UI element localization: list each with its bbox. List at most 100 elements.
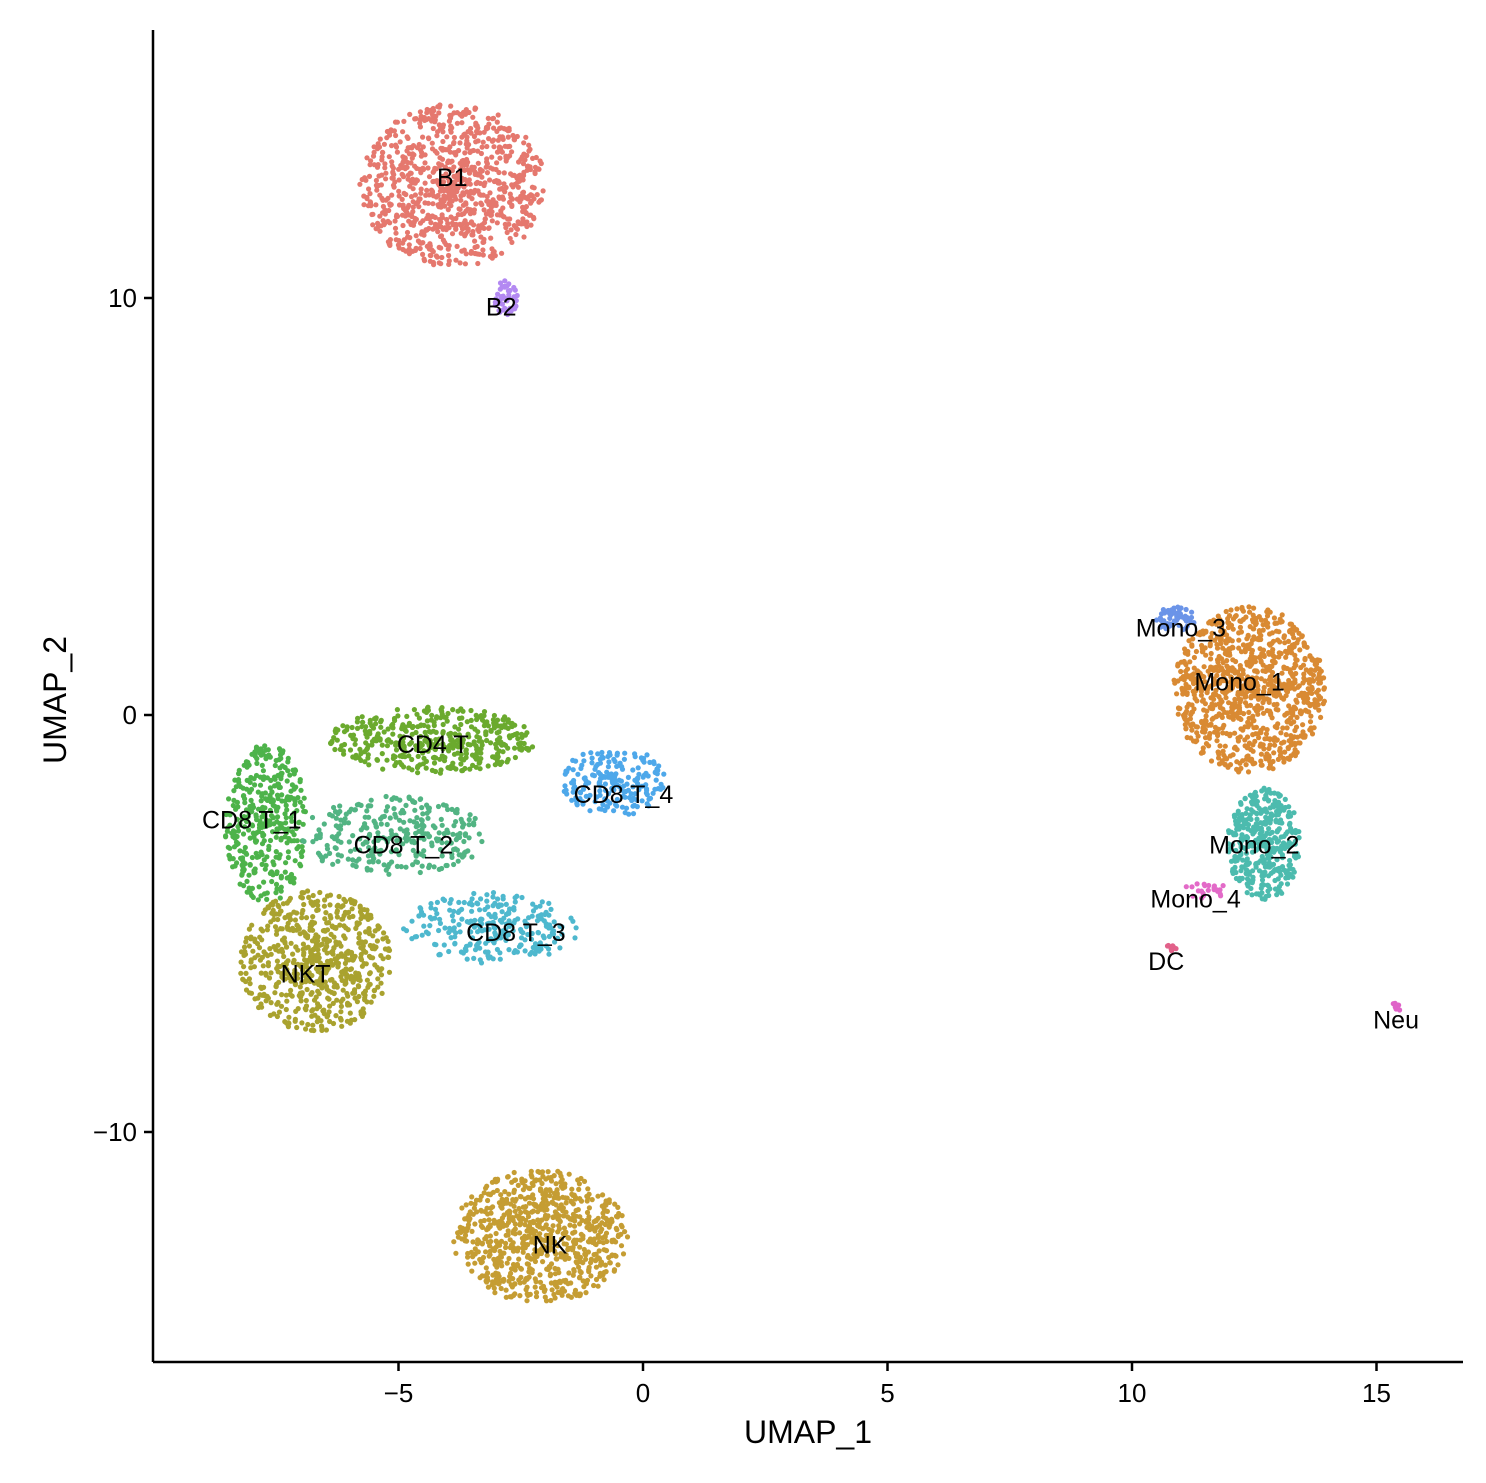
cell-point [381,729,387,735]
cell-point [226,852,232,859]
cell-point [630,811,637,817]
cell-point [485,937,491,944]
cell-point [368,912,374,919]
cell-point [384,738,390,744]
cell-point [379,157,385,163]
cell-point [438,816,444,823]
cell-point [407,235,413,241]
cell-point [527,146,533,152]
cell-point [351,988,357,994]
cell-point [491,1285,497,1291]
cell-point [299,1020,305,1026]
cell-point [236,779,242,786]
cell-point [572,1290,578,1296]
cell-point [470,114,476,120]
cell-point [623,805,630,811]
cell-point [381,141,387,147]
cell-point [387,815,393,821]
cell-point [438,180,444,186]
cell-point [434,150,440,156]
cell-point [289,818,295,824]
cell-point [1256,629,1262,636]
cell-point [411,152,417,158]
cell-point [366,762,372,768]
cell-point [336,831,342,837]
cell-point [258,985,265,992]
cell-point [257,934,263,940]
cell-point [409,731,415,737]
cell-point [1220,725,1226,731]
cell-point [499,909,505,915]
cell-point [1308,702,1314,708]
cell-point [374,183,380,189]
cell-point [1216,653,1222,660]
cell-point [406,720,412,726]
cell-point [1249,756,1255,762]
cell-point [393,747,400,753]
cell-point [494,1256,501,1262]
cell-point [238,959,244,965]
cell-point [510,1217,516,1224]
cell-point [343,925,349,931]
cell-point [439,840,445,846]
cell-point [301,901,307,908]
cell-point [373,716,379,722]
cell-point [569,797,575,803]
cell-point [423,765,429,771]
cell-point [650,790,656,796]
cell-point [243,970,249,977]
cell-point [622,1229,628,1235]
cell-point [410,862,416,868]
cell-point [285,912,291,918]
cell-point [440,122,446,128]
cell-point [512,1198,518,1204]
cell-point [354,725,361,732]
cell-point [462,1238,468,1244]
cell-point [273,834,279,840]
cell-point [300,946,306,952]
cell-point [277,895,283,901]
cell-point [619,766,626,772]
cell-point [475,929,481,935]
cell-point [408,160,414,166]
cell-point [484,156,490,162]
cell-point [522,937,528,943]
cell-point [589,755,595,761]
cell-point [359,912,365,918]
cell-point [556,1289,562,1296]
cell-point [450,831,456,837]
cell-point [599,1203,605,1209]
cell-point [560,1205,566,1211]
cell-point [283,944,290,950]
cell-point [443,803,449,809]
cell-point [500,196,506,202]
cell-point [599,1220,605,1226]
cell-point [457,206,463,212]
cell-point [613,802,619,808]
cell-point [445,830,451,836]
cell-point [241,952,247,959]
cell-point [548,906,554,913]
cell-point [429,110,435,116]
cell-point [339,969,345,975]
cell-point [393,230,399,236]
cell-point [358,951,364,957]
cell-point [1274,620,1280,626]
cell-point [358,957,365,963]
cell-point [409,756,415,763]
cell-point [538,1206,544,1212]
cell-point [652,786,658,792]
cell-point [277,748,284,754]
cell-point [254,830,260,836]
cell-point [473,712,479,719]
cell-point [474,942,480,949]
cell-point [298,850,304,856]
cell-point [1174,691,1180,697]
cell-point [268,1000,274,1006]
cell-point [269,878,275,885]
cell-point [513,231,519,238]
cell-point [512,754,519,761]
cell-point [458,816,464,823]
cell-point [426,742,432,749]
cell-point [310,1007,316,1013]
